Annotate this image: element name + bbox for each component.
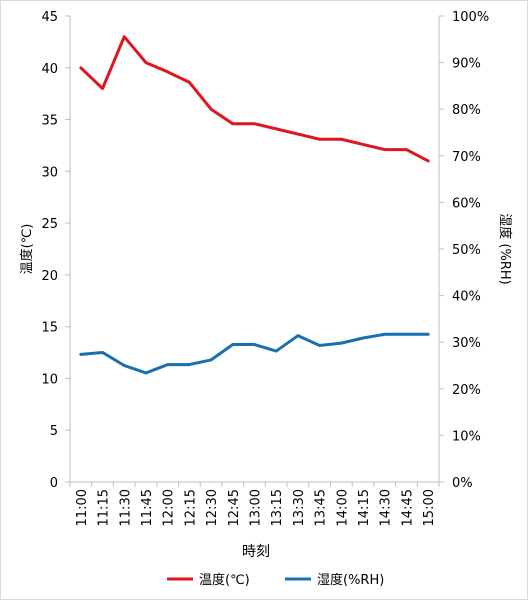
left-axis-ticks: 0 5 10 15 20 25 30 35 40 45: [41, 10, 70, 491]
right-tick-label: 0%: [452, 476, 473, 491]
left-tick-label: 40: [41, 62, 58, 77]
right-tick-label: 10%: [452, 429, 481, 444]
right-tick-label: 20%: [452, 383, 481, 398]
x-tick-label: 13:00: [249, 489, 264, 526]
x-tick-label: 14:15: [357, 489, 372, 526]
series-line-2: [79, 332, 430, 375]
x-tick-label: 12:15: [183, 489, 198, 526]
x-tick-label: 12:45: [227, 489, 242, 526]
x-tick-label: 14:45: [400, 489, 415, 526]
legend-label-2: 湿度(%RH): [317, 572, 384, 588]
y2-axis-label: 湿度 (%RH): [497, 213, 513, 284]
right-tick-label: 60%: [452, 196, 481, 211]
left-tick-label: 15: [41, 321, 58, 336]
right-tick-label: 80%: [452, 103, 481, 118]
right-tick-label: 100%: [452, 10, 489, 25]
x-tick-label: 11:00: [75, 489, 90, 526]
series-lines: [79, 35, 430, 375]
right-tick-label: 70%: [452, 150, 481, 165]
x-tick-label: 11:30: [118, 489, 133, 526]
x-tick-label: 14:00: [335, 489, 350, 526]
x-axis-ticks: 11:00 11:15 11:30 11:45 12:00 12:15 12:30 12:45…: [69, 482, 440, 526]
x-tick-label: 14:30: [379, 489, 394, 526]
series-line-1: [79, 35, 430, 163]
x-tick-label: 13:45: [314, 489, 329, 526]
x-tick-label: 12:30: [205, 489, 220, 526]
right-axis-ticks: 0% 10% 20% 30% 40% 50% 60% 70% 80% 90% 100%: [439, 10, 489, 491]
right-tick-label: 30%: [452, 336, 481, 351]
left-tick-label: 20: [41, 269, 58, 284]
x-tick-label: 11:45: [140, 489, 155, 526]
left-tick-label: 35: [41, 114, 58, 129]
x-axis-label: 時刻: [242, 544, 270, 560]
right-tick-label: 40%: [452, 290, 481, 305]
x-tick-label: 13:30: [292, 489, 307, 526]
left-tick-label: 5: [50, 424, 58, 439]
left-tick-label: 30: [41, 165, 58, 180]
left-tick-label: 10: [41, 372, 58, 387]
x-tick-label: 15:00: [422, 489, 437, 526]
legend: 温度(℃) 湿度(%RH): [167, 572, 384, 588]
axes: [69, 16, 440, 483]
x-tick-label: 12:00: [162, 489, 177, 526]
x-tick-label: 13:15: [270, 489, 285, 526]
legend-label-1: 温度(℃): [199, 572, 250, 588]
y-axis-label: 温度(℃): [19, 224, 35, 275]
right-tick-label: 90%: [452, 57, 481, 72]
left-tick-label: 25: [41, 217, 58, 232]
left-tick-label: 45: [41, 10, 58, 25]
right-tick-label: 50%: [452, 243, 481, 258]
left-tick-label: 0: [50, 476, 58, 491]
x-tick-label: 11:15: [97, 489, 112, 526]
